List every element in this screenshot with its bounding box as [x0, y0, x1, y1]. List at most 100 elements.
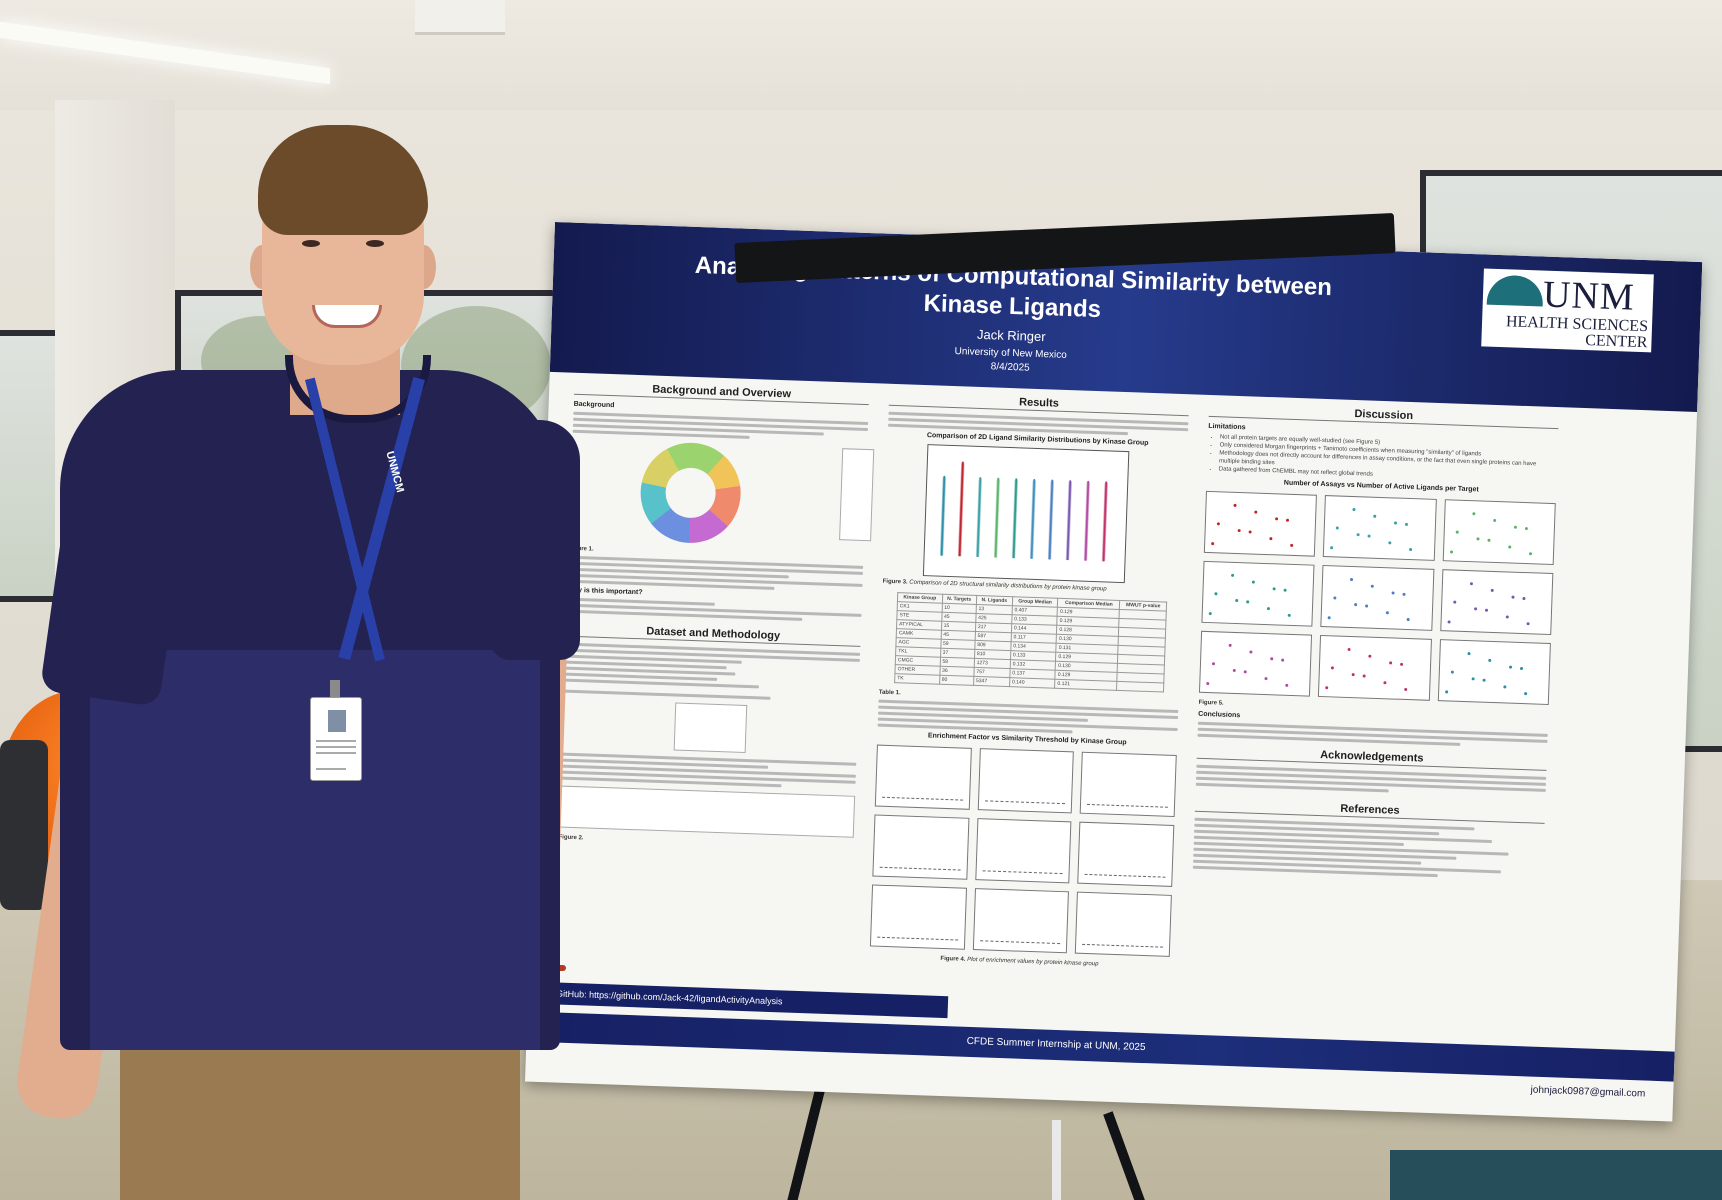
scatter-point: [1505, 615, 1509, 619]
scatter-point: [1336, 526, 1340, 530]
logo-unm-text: UNM: [1542, 273, 1636, 319]
scatter-point: [1492, 518, 1496, 523]
poster-column-left: Background and Overview Background Figur…: [558, 382, 875, 855]
presenter: UNMCM: [0, 0, 600, 1200]
scatter-point: [1473, 607, 1477, 611]
mini-plot: [1075, 891, 1172, 957]
plot-line: [1087, 762, 1170, 808]
scatter-point: [1356, 533, 1360, 537]
mini-plot: [972, 888, 1070, 954]
enrichment-plots: [869, 744, 1177, 957]
scatter-point: [1449, 550, 1453, 554]
scatter-point: [1511, 595, 1515, 599]
ceiling-light: [415, 0, 505, 35]
scatter-point: [1455, 530, 1459, 534]
scatter-point: [1275, 517, 1279, 521]
table-header-cell: N. Targets: [941, 594, 977, 605]
scatter-point: [1513, 525, 1517, 529]
mini-plot: [1077, 821, 1175, 887]
scatter-point: [1254, 510, 1258, 514]
violin-shape: [936, 475, 950, 556]
violin-shape: [972, 476, 986, 558]
lanyard: UNMCM: [305, 376, 425, 700]
scatter-point: [1347, 647, 1351, 652]
scatter-point: [1523, 692, 1527, 696]
figure-legend: [839, 448, 875, 542]
scatter-point: [1452, 600, 1456, 604]
scatter-point: [1524, 527, 1528, 531]
scatter-point: [1270, 657, 1274, 661]
violin-shape: [954, 461, 968, 557]
plot-line: [1082, 902, 1165, 948]
right-sleeve: [490, 420, 580, 660]
scatter-point: [1264, 677, 1268, 681]
scatter-point: [1365, 604, 1369, 608]
scatter-point: [1269, 537, 1273, 541]
plot-line: [982, 829, 1065, 875]
scatter-plots: [1198, 490, 1556, 705]
scatter-point: [1482, 678, 1486, 682]
scatter-point: [1283, 588, 1287, 592]
mini-plot: [974, 818, 1072, 884]
scatter-point: [1246, 600, 1250, 604]
scatter-point: [1400, 662, 1404, 666]
unm-logo-icon: [1486, 274, 1544, 307]
scatter-point: [1447, 620, 1451, 624]
mini-plot: [1439, 569, 1554, 636]
ligand-structures-figure: [558, 785, 856, 838]
scatter-point: [1404, 687, 1408, 692]
scatter-point: [1325, 686, 1329, 690]
scatter-point: [1487, 658, 1491, 662]
properties-table: [673, 702, 747, 753]
footer-bar: CFDE Summer Internship at UNM, 2025: [526, 1011, 1675, 1082]
scatter-point: [1406, 617, 1411, 622]
scatter-point: [1285, 683, 1289, 687]
scatter-point: [1389, 661, 1393, 665]
scatter-point: [1394, 521, 1398, 525]
table-cell: 0.140: [1009, 677, 1056, 689]
scatter-point: [1471, 512, 1476, 516]
scatter-point: [1331, 666, 1335, 670]
scatter-point: [1208, 612, 1212, 616]
eye: [302, 240, 320, 247]
scatter-point: [1333, 596, 1337, 600]
mini-plot: [1203, 490, 1318, 557]
plot-line: [879, 825, 962, 871]
research-poster: Analyzing Patterns of Computational Simi…: [524, 222, 1703, 1122]
badge-clip: [330, 680, 340, 700]
scatter-point: [1281, 658, 1285, 662]
plot-line: [877, 895, 960, 941]
scatter-point: [1272, 587, 1276, 591]
floor-rug: [1390, 1150, 1722, 1200]
mini-plot: [1079, 751, 1177, 817]
scatter-point: [1528, 552, 1532, 556]
plot-line: [979, 899, 1062, 945]
table-cell: 5347: [973, 676, 1010, 687]
scatter-point: [1386, 611, 1390, 615]
scatter-point: [1450, 670, 1454, 674]
scatter-point: [1484, 608, 1488, 612]
mini-plot: [874, 744, 972, 810]
scatter-point: [1290, 543, 1294, 547]
scatter-point: [1519, 666, 1523, 671]
scatter-point: [1327, 616, 1332, 620]
scatter-point: [1522, 596, 1526, 601]
mini-plot: [1201, 560, 1315, 627]
lanyard-strap: [305, 377, 385, 662]
scatter-point: [1214, 592, 1218, 596]
scatter-point: [1266, 607, 1270, 611]
scatter-point: [1467, 652, 1471, 656]
scatter-point: [1211, 542, 1215, 546]
mini-plot: [872, 814, 970, 880]
scatter-point: [1287, 613, 1291, 617]
easel-pole: [1052, 1120, 1061, 1200]
scatter-point: [1388, 541, 1392, 545]
mini-plot: [1437, 639, 1551, 705]
id-badge: [310, 697, 362, 781]
scatter-point: [1216, 522, 1220, 526]
scatter-point: [1235, 598, 1239, 603]
violin-shape: [1008, 478, 1022, 559]
scatter-point: [1362, 674, 1367, 678]
scatter-point: [1228, 643, 1232, 647]
scatter-point: [1352, 508, 1356, 512]
